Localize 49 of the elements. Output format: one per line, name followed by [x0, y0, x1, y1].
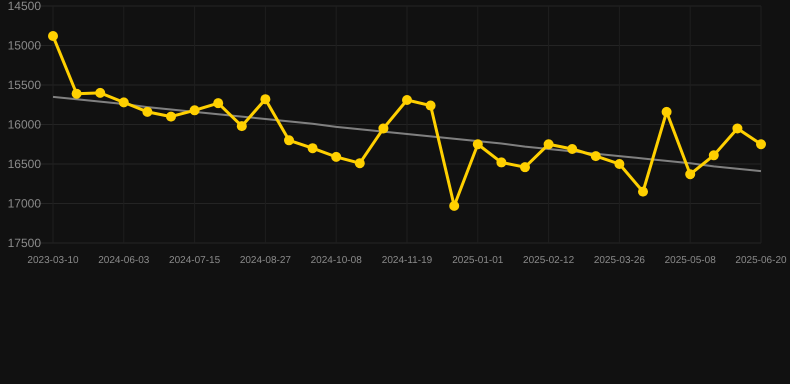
point — [95, 88, 106, 98]
x-tick-label: 2025-01-01 — [452, 255, 504, 266]
x-tick-label: 2025-06-20 — [735, 255, 788, 266]
point — [496, 157, 506, 168]
x-tick-label: 2023-03-10 — [27, 255, 80, 266]
y-tick-label: 16000 — [8, 118, 42, 132]
x-tick-label: 2024-11-19 — [382, 255, 433, 266]
point — [118, 97, 129, 108]
y-tick-label: 17000 — [8, 196, 42, 211]
point — [708, 150, 719, 160]
point — [402, 95, 412, 106]
point — [638, 186, 648, 197]
point — [567, 144, 578, 154]
x-tick-label: 2025-02-12 — [523, 255, 575, 266]
y-tick-label: 15500 — [8, 78, 42, 92]
point — [308, 143, 318, 154]
point — [260, 94, 270, 104]
x-tick-label: 2025-05-08 — [664, 255, 716, 266]
point — [756, 139, 766, 150]
y-tick-label: 14500 — [8, 0, 42, 14]
point — [449, 200, 460, 211]
point — [331, 152, 342, 162]
point — [190, 105, 200, 116]
x-tick-label: 2025-03-26 — [594, 255, 646, 266]
point — [378, 123, 388, 134]
point — [72, 88, 82, 99]
point — [142, 106, 152, 117]
y-tick-label: 15000 — [8, 38, 42, 53]
x-tick-label: 2024-08-27 — [240, 255, 292, 266]
point — [284, 135, 294, 146]
point — [236, 121, 247, 132]
point — [590, 151, 601, 162]
point — [685, 169, 696, 180]
point — [354, 158, 365, 168]
point — [614, 159, 624, 169]
y-tick-label: 16500 — [8, 157, 42, 172]
point — [520, 162, 530, 172]
x-tick-label: 2024-06-03 — [98, 255, 150, 266]
point — [166, 112, 176, 122]
point — [48, 31, 58, 42]
point — [544, 139, 554, 150]
x-tick-label: 2024-07-15 — [169, 255, 221, 266]
point — [426, 100, 436, 111]
point — [213, 98, 224, 108]
point — [732, 123, 742, 134]
point — [662, 106, 672, 117]
point — [472, 139, 483, 150]
y-tick-label: 17500 — [8, 236, 42, 250]
x-tick-label: 2024-10-08 — [310, 255, 362, 266]
